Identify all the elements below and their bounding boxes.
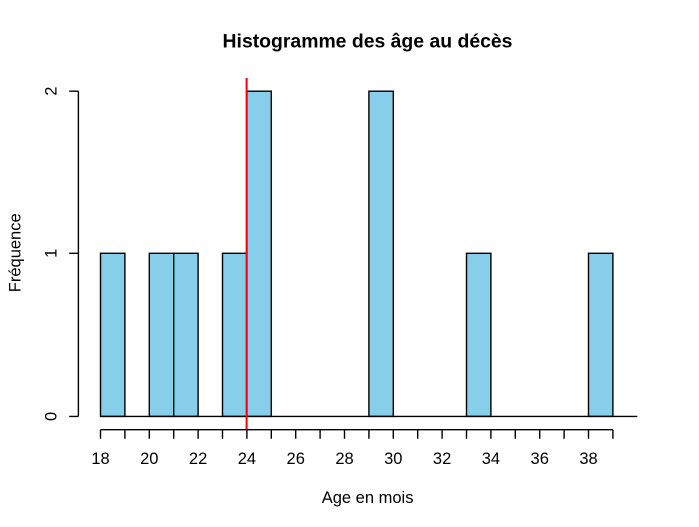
svg-text:34: 34 <box>482 450 500 468</box>
svg-text:0: 0 <box>43 412 61 421</box>
svg-text:Age en mois: Age en mois <box>322 489 414 507</box>
svg-text:Histogramme des âge au décès: Histogramme des âge au décès <box>223 31 513 53</box>
svg-text:30: 30 <box>384 450 402 468</box>
svg-text:28: 28 <box>335 450 353 468</box>
svg-text:18: 18 <box>91 450 109 468</box>
svg-text:32: 32 <box>433 450 451 468</box>
svg-text:22: 22 <box>189 450 207 468</box>
svg-text:1: 1 <box>43 249 61 258</box>
svg-text:26: 26 <box>287 450 305 468</box>
svg-text:38: 38 <box>579 450 597 468</box>
svg-text:Fréquence: Fréquence <box>7 213 25 292</box>
svg-text:2: 2 <box>43 87 61 96</box>
svg-text:24: 24 <box>238 450 256 468</box>
svg-text:36: 36 <box>531 450 549 468</box>
svg-text:20: 20 <box>140 450 158 468</box>
